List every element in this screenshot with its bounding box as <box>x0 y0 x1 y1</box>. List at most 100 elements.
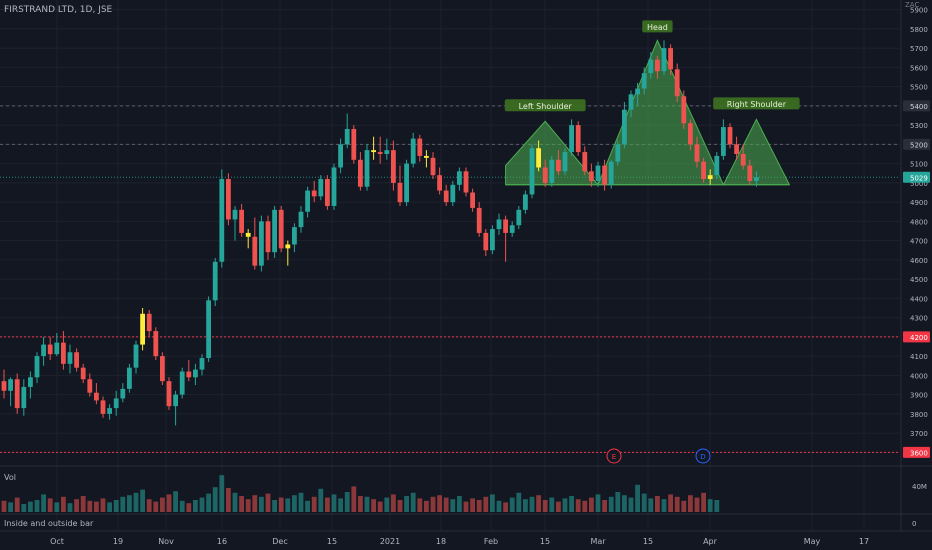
candle[interactable] <box>358 152 363 191</box>
candle[interactable] <box>87 373 93 397</box>
candle[interactable] <box>424 150 429 168</box>
candle[interactable] <box>245 229 251 249</box>
candle[interactable] <box>219 169 225 268</box>
candle[interactable] <box>21 379 27 416</box>
candle[interactable] <box>364 144 370 191</box>
candle[interactable] <box>28 371 33 399</box>
candle[interactable] <box>371 136 376 160</box>
candle[interactable] <box>641 67 647 95</box>
candle[interactable] <box>608 159 614 189</box>
candle[interactable] <box>443 184 449 206</box>
candle[interactable] <box>688 119 693 151</box>
candle[interactable] <box>127 363 132 393</box>
candle[interactable] <box>516 205 522 230</box>
candle[interactable] <box>582 146 588 176</box>
candle[interactable] <box>160 352 165 385</box>
candle[interactable] <box>727 123 733 149</box>
candle[interactable] <box>635 82 640 106</box>
candle[interactable] <box>166 377 172 411</box>
time-axis[interactable]: Oct 19 Nov 16 Dec 15 2021 18 Feb 15 Mar 15 Apr May 17 <box>50 537 869 546</box>
price-axis[interactable]: 3700 3800 3900 4000 4100 4300 4400 4500 4600 4700… <box>903 7 930 458</box>
candle[interactable] <box>14 373 20 414</box>
candle[interactable] <box>107 404 112 420</box>
candle[interactable] <box>377 136 383 164</box>
candle[interactable] <box>417 134 423 162</box>
candle[interactable] <box>714 152 720 180</box>
candle[interactable] <box>457 167 462 191</box>
candle[interactable] <box>278 205 284 253</box>
candle[interactable] <box>193 363 198 385</box>
candle[interactable] <box>655 55 660 79</box>
candle[interactable] <box>589 163 594 187</box>
candle[interactable] <box>331 163 337 210</box>
candle[interactable] <box>186 359 192 382</box>
candle[interactable] <box>325 175 330 210</box>
candle[interactable] <box>661 40 667 76</box>
candle[interactable] <box>615 140 621 166</box>
candle[interactable] <box>542 159 548 187</box>
candle[interactable] <box>740 144 746 170</box>
candle[interactable] <box>674 63 680 103</box>
candle[interactable] <box>272 205 277 258</box>
candle[interactable] <box>602 159 607 191</box>
candle[interactable] <box>595 161 601 187</box>
candle[interactable] <box>8 377 13 407</box>
candle[interactable] <box>463 167 469 197</box>
candle[interactable] <box>622 102 627 149</box>
candle[interactable] <box>80 363 86 384</box>
candle[interactable] <box>681 90 687 129</box>
candle[interactable] <box>239 204 244 237</box>
candle[interactable] <box>41 336 46 366</box>
candle[interactable] <box>430 152 436 180</box>
candle[interactable] <box>311 180 317 203</box>
candle[interactable] <box>153 327 159 360</box>
candle[interactable] <box>569 119 574 156</box>
candle[interactable] <box>146 309 152 337</box>
candle[interactable] <box>575 121 581 156</box>
candle[interactable] <box>199 354 205 376</box>
candle[interactable] <box>490 225 495 255</box>
candle[interactable] <box>707 169 713 185</box>
candle[interactable] <box>212 257 218 307</box>
event-marker-d[interactable]: D <box>695 448 711 464</box>
candle[interactable] <box>74 348 79 372</box>
candle[interactable] <box>721 119 726 160</box>
candle[interactable] <box>397 165 403 206</box>
event-marker-e[interactable]: E <box>606 448 622 464</box>
candle[interactable] <box>562 148 568 176</box>
candle[interactable] <box>67 344 73 374</box>
candle[interactable] <box>503 215 508 262</box>
candle[interactable] <box>54 333 60 357</box>
candle[interactable] <box>344 113 350 149</box>
candle[interactable] <box>259 215 264 272</box>
candle[interactable] <box>628 90 634 118</box>
candle[interactable] <box>298 205 304 233</box>
candle[interactable] <box>226 173 231 226</box>
candle[interactable] <box>470 188 475 212</box>
candle[interactable] <box>100 396 106 418</box>
candle[interactable] <box>1 369 7 399</box>
candle[interactable] <box>694 136 700 168</box>
candles[interactable] <box>1 40 759 426</box>
candle[interactable] <box>391 140 396 191</box>
candle[interactable] <box>523 190 528 214</box>
candle[interactable] <box>179 367 185 399</box>
candle[interactable] <box>648 51 654 79</box>
candle[interactable] <box>34 352 40 384</box>
candle[interactable] <box>232 205 238 241</box>
candle[interactable] <box>536 140 541 172</box>
candle[interactable] <box>483 229 489 257</box>
candle[interactable] <box>404 159 409 206</box>
candle[interactable] <box>133 340 139 374</box>
candle[interactable] <box>476 202 482 237</box>
candle[interactable] <box>338 138 343 174</box>
candle[interactable] <box>140 308 145 351</box>
candle[interactable] <box>734 136 739 160</box>
candle[interactable] <box>94 383 99 405</box>
candle[interactable] <box>549 155 555 187</box>
candle[interactable] <box>265 215 271 260</box>
candle[interactable] <box>556 150 561 176</box>
candle[interactable] <box>754 171 759 187</box>
